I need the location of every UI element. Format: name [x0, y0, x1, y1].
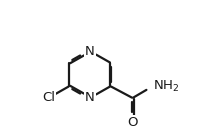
- Text: N: N: [85, 45, 95, 58]
- Text: O: O: [127, 116, 138, 129]
- Text: NH$_2$: NH$_2$: [153, 79, 179, 94]
- Text: N: N: [85, 91, 95, 104]
- Text: Cl: Cl: [42, 91, 55, 104]
